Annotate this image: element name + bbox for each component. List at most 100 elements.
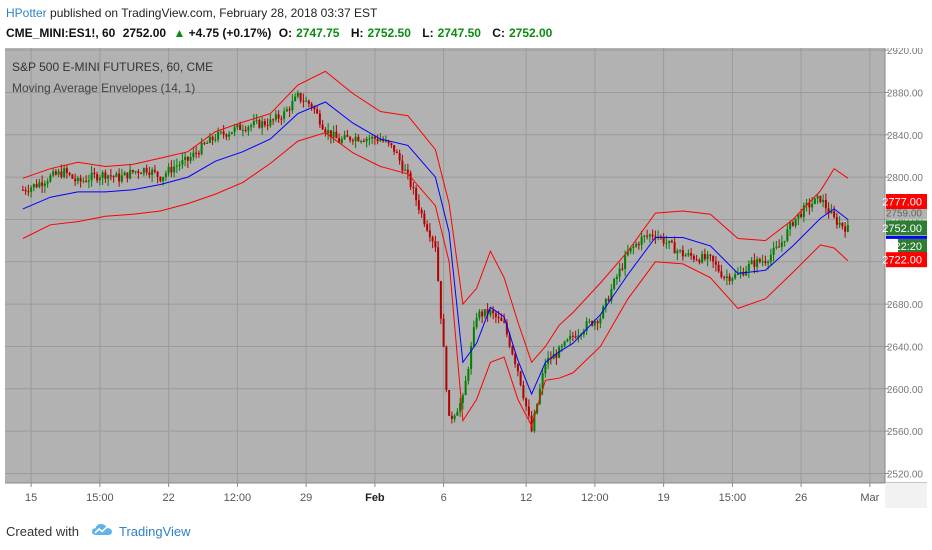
candle-body	[472, 327, 475, 347]
candle-body	[181, 159, 184, 165]
candle-body	[679, 250, 682, 252]
candle-body	[49, 175, 52, 182]
candle-body	[646, 235, 649, 237]
candle-body	[288, 109, 291, 111]
candle-body	[613, 278, 616, 289]
candle-body	[657, 236, 660, 238]
candle-body	[52, 171, 55, 176]
candle-body	[87, 180, 90, 182]
candle-body	[574, 336, 577, 338]
candle-body	[610, 288, 613, 301]
candle-body	[423, 213, 426, 225]
candle-body	[71, 174, 74, 179]
candle-body	[118, 173, 121, 182]
candle-body	[563, 341, 566, 346]
candle-body	[626, 251, 629, 256]
candle-body	[192, 152, 195, 158]
candle-body	[775, 246, 778, 248]
quote-line: CME_MINI:ES1!, 60 2752.00 ▲ +4.75 (+0.17…	[6, 26, 560, 40]
indicator-legend[interactable]: Moving Average Envelopes (14, 1)	[12, 81, 195, 95]
candle-body	[376, 138, 379, 142]
partial-price-tag	[886, 205, 927, 220]
candle-body	[269, 119, 272, 126]
candle-body	[599, 318, 602, 324]
candle-body	[219, 131, 222, 133]
candle-body	[558, 347, 561, 358]
candle-body	[434, 241, 437, 248]
candle-body	[519, 371, 522, 386]
candle-body	[412, 187, 415, 189]
candle-body	[255, 119, 258, 121]
candle-body	[841, 222, 844, 227]
candle-body	[294, 96, 297, 102]
candle-body	[225, 134, 228, 137]
price-tick-label: 2840.00	[887, 131, 924, 142]
candle-body	[522, 385, 525, 399]
candle-body	[258, 119, 261, 128]
candle-body	[745, 270, 748, 276]
candle-body	[35, 184, 38, 188]
candle-body	[343, 135, 346, 140]
symbol-label[interactable]: CME_MINI:ES1!, 60	[6, 26, 116, 40]
candle-body	[439, 280, 442, 319]
candle-body	[107, 175, 110, 179]
candle-body	[464, 380, 467, 396]
candle-body	[475, 317, 478, 328]
candle-body	[335, 131, 338, 139]
candle-body	[706, 254, 709, 260]
candle-body	[604, 298, 607, 307]
candle-body	[346, 135, 349, 137]
candle-body	[401, 160, 404, 171]
candle-body	[692, 255, 695, 260]
candle-body	[789, 222, 792, 230]
candle-body	[415, 188, 418, 201]
chart-container[interactable]: S&P 500 E-MINI FUTURES, 60, CME Moving A…	[5, 46, 927, 508]
candle-body	[233, 127, 236, 133]
candle-body	[489, 310, 492, 315]
candle-body	[349, 136, 352, 141]
plot-background[interactable]	[5, 48, 885, 483]
candle-body	[340, 139, 343, 143]
candle-body	[470, 346, 473, 370]
candle-body	[665, 242, 668, 244]
candle-body	[98, 177, 101, 181]
candle-body	[327, 130, 330, 134]
candle-body	[615, 276, 618, 279]
candle-body	[236, 124, 239, 128]
publisher-line: HPotter published on TradingView.com, Fe…	[6, 6, 377, 20]
candle-body	[695, 259, 698, 261]
candle-body	[291, 101, 294, 111]
candle-body	[833, 211, 836, 218]
candle-body	[525, 398, 528, 407]
candle-body	[505, 322, 508, 335]
candle-body	[371, 136, 374, 139]
price-chart[interactable]: S&P 500 E-MINI FUTURES, 60, CME Moving A…	[5, 46, 927, 508]
candle-body	[569, 335, 572, 340]
candle-body	[494, 313, 497, 318]
candle-body	[753, 260, 756, 267]
time-axis[interactable]: 15 15:00 22 12:00 29 Feb 6 12 12:00 19 15:00 26 Mar	[25, 483, 880, 504]
candle-body	[453, 415, 456, 419]
time-tick-label: Mar	[860, 492, 879, 504]
candle-body	[624, 255, 627, 270]
candle-body	[648, 234, 651, 237]
candle-body	[357, 136, 360, 142]
lower-band-value: 2722.00	[882, 255, 922, 267]
published-text: published on TradingView.com, February 2…	[50, 6, 378, 20]
candle-body	[467, 369, 470, 381]
time-tick-label: 26	[795, 492, 807, 504]
candle-body	[38, 182, 41, 188]
price-change: +4.75 (+0.17%)	[188, 26, 272, 40]
price-tags: 2759.00 2777.00 2752.00 22:20 2722.00	[882, 194, 927, 268]
candle-body	[723, 277, 726, 279]
candle-body	[393, 145, 396, 152]
candle-body	[538, 388, 541, 404]
candle-body	[203, 142, 206, 144]
tradingview-brand-link[interactable]: TradingView	[118, 524, 191, 539]
partial-price-text: 2759.00	[886, 209, 923, 220]
candle-body	[794, 218, 797, 226]
candle-body	[582, 331, 585, 335]
candle-body	[670, 240, 673, 243]
candle-body	[60, 171, 63, 177]
publisher-user-link[interactable]: HPotter	[6, 6, 47, 20]
